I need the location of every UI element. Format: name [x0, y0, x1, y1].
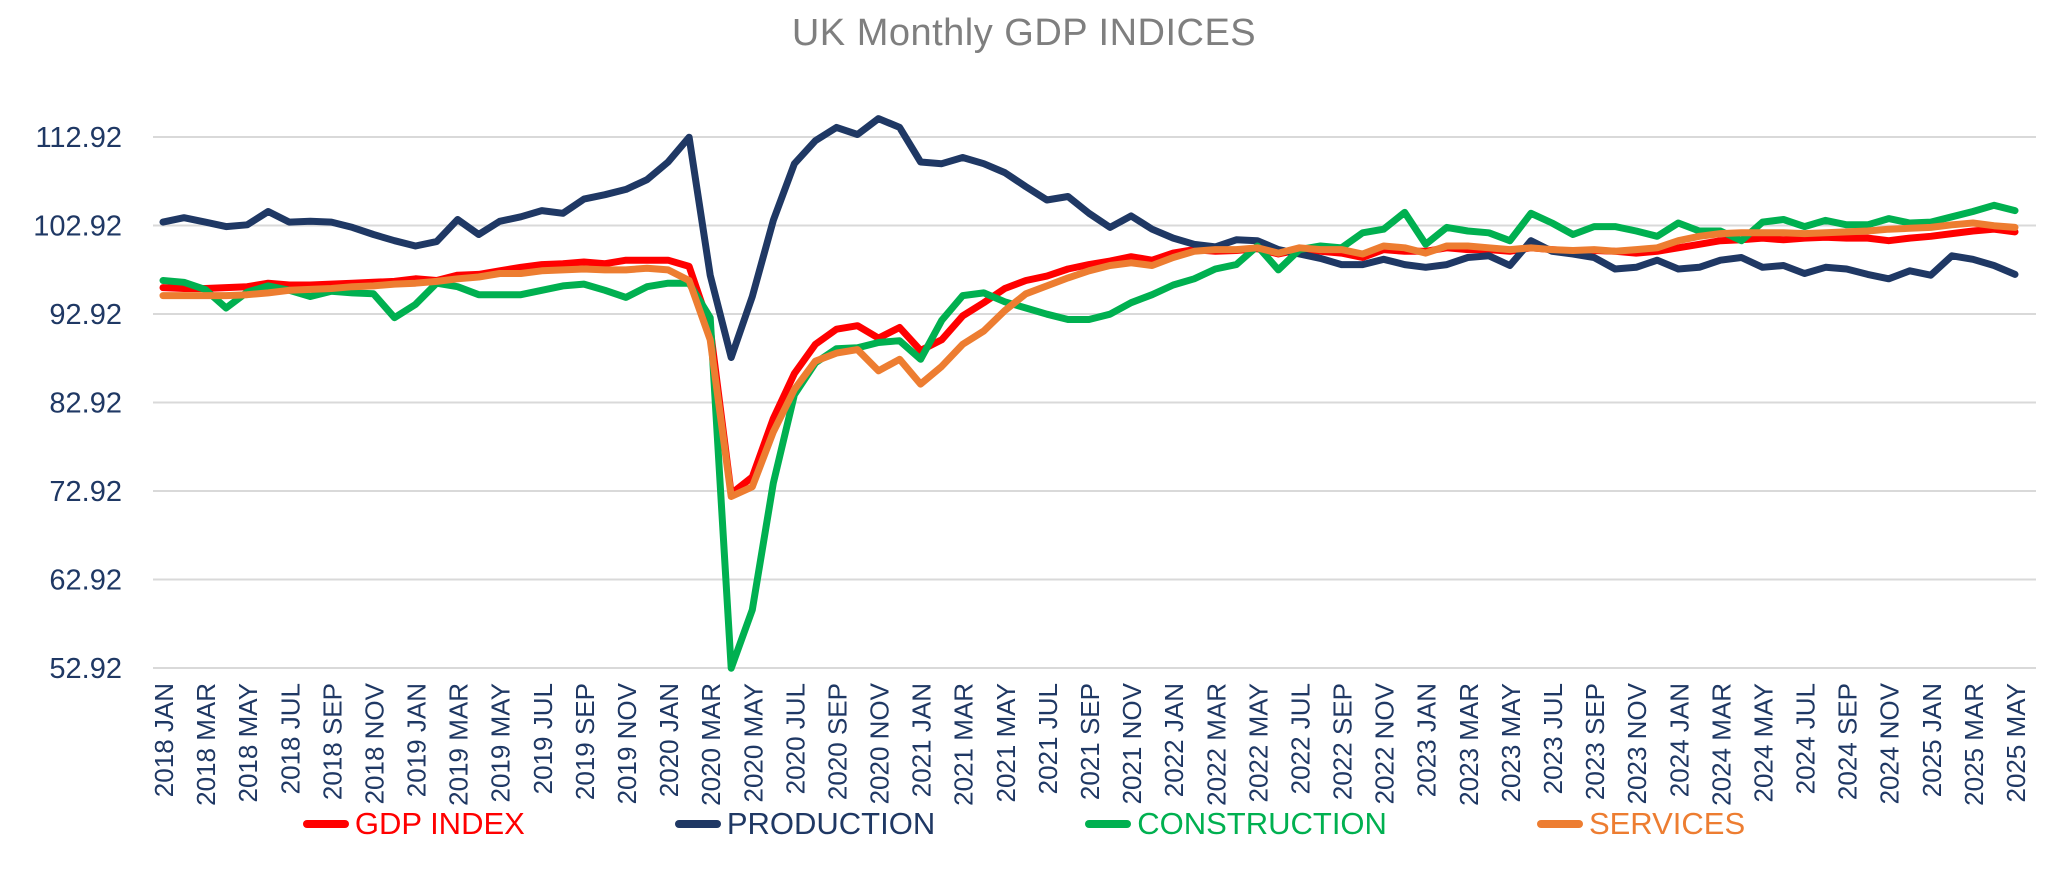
legend-item-services: SERVICES	[1536, 806, 1746, 842]
series-line-construction	[159, 201, 2019, 672]
x-tick-label: 2022 MAY	[1243, 683, 1273, 802]
x-tick-label: 2024 JAN	[1664, 683, 1694, 797]
legend-item-gdp-index: GDP INDEX	[302, 806, 525, 842]
x-tick-label: 2020 SEP	[822, 683, 852, 800]
x-tick-label: 2019 MAR	[444, 683, 474, 806]
gdp-index-line-swatch-icon	[302, 820, 349, 828]
x-tick-label: 2021 MAR	[949, 683, 979, 806]
x-tick-label: 2022 MAR	[1201, 683, 1231, 806]
x-tick-label: 2022 NOV	[1370, 682, 1400, 804]
x-tick-label: 2021 SEP	[1075, 683, 1105, 800]
chart-title: UK Monthly GDP INDICES	[791, 12, 1257, 54]
x-tick-label: 2020 JAN	[654, 683, 684, 797]
legend-label-gdp-index: GDP INDEX	[354, 806, 525, 841]
legend-item-construction: CONSTRUCTION	[1085, 806, 1387, 842]
x-tick-label: 2024 MAY	[1748, 683, 1778, 802]
x-tick-label: 2018 SEP	[317, 683, 347, 800]
x-tick-label: 2020 MAR	[696, 683, 726, 806]
legend-label-production: PRODUCTION	[726, 806, 936, 841]
legend-label-construction: CONSTRUCTION	[1137, 806, 1387, 841]
x-tick-label: 2018 MAY	[233, 683, 263, 802]
x-tick-label: 2018 JAN	[149, 683, 179, 797]
services-line-swatch-icon	[1536, 820, 1583, 828]
production-line-swatch-icon	[674, 820, 721, 828]
x-tick-label: 2023 SEP	[1580, 683, 1610, 800]
x-tick-label: 2023 MAR	[1454, 683, 1484, 806]
x-tick-label: 2020 NOV	[865, 682, 895, 804]
x-tick-label: 2019 MAY	[486, 683, 516, 802]
x-tick-label: 2019 JUL	[528, 683, 558, 794]
y-tick-label: 112.92	[35, 122, 122, 154]
x-tick-label: 2025 MAY	[2001, 683, 2031, 802]
x-tick-label: 2023 NOV	[1622, 682, 1652, 804]
x-tick-label: 2021 JAN	[907, 683, 937, 797]
x-tick-label: 2022 JAN	[1159, 683, 1189, 797]
x-tick-label: 2025 MAR	[1959, 683, 1989, 806]
x-tick-label: 2024 SEP	[1833, 683, 1863, 800]
x-tick-label: 2021 MAY	[991, 683, 1021, 802]
x-tick-label: 2020 MAY	[738, 683, 768, 802]
construction-line-swatch-icon	[1085, 820, 1132, 828]
y-tick-label: 82.92	[49, 388, 122, 420]
x-tick-label: 2018 MAR	[191, 683, 221, 806]
legend-item-production: PRODUCTION	[674, 806, 936, 842]
x-tick-label: 2021 NOV	[1117, 682, 1147, 804]
y-tick-label: 102.92	[33, 211, 122, 243]
x-tick-label: 2021 JUL	[1033, 683, 1063, 794]
y-tick-label: 92.92	[49, 299, 122, 331]
x-tick-label: 2024 MAR	[1706, 683, 1736, 806]
series-line-production	[159, 115, 2019, 361]
legend-label-services: SERVICES	[1588, 806, 1746, 841]
x-tick-label: 2025 JAN	[1917, 683, 1947, 797]
x-tick-label: 2024 NOV	[1875, 682, 1905, 804]
x-tick-label: 2020 JUL	[780, 683, 810, 794]
x-tick-label: 2018 NOV	[359, 682, 389, 804]
x-tick-label: 2024 JUL	[1791, 683, 1821, 794]
x-tick-label: 2018 JUL	[275, 683, 305, 794]
x-tick-label: 2023 JAN	[1412, 683, 1442, 797]
x-tick-label: 2019 NOV	[612, 682, 642, 804]
legend: GDP INDEX PRODUCTION CONSTRUCTION SERVIC…	[0, 806, 2048, 842]
y-tick-label: 52.92	[49, 653, 122, 685]
y-tick-label: 62.92	[49, 565, 122, 597]
x-tick-label: 2019 SEP	[570, 683, 600, 800]
x-tick-label: 2022 JUL	[1285, 683, 1315, 794]
series-line-services	[159, 219, 2019, 500]
x-tick-label: 2023 MAY	[1496, 683, 1526, 802]
x-tick-label: 2019 JAN	[402, 683, 432, 797]
x-tick-label: 2023 JUL	[1538, 683, 1568, 794]
x-tick-label: 2022 SEP	[1328, 683, 1358, 800]
y-tick-label: 72.92	[49, 476, 122, 508]
